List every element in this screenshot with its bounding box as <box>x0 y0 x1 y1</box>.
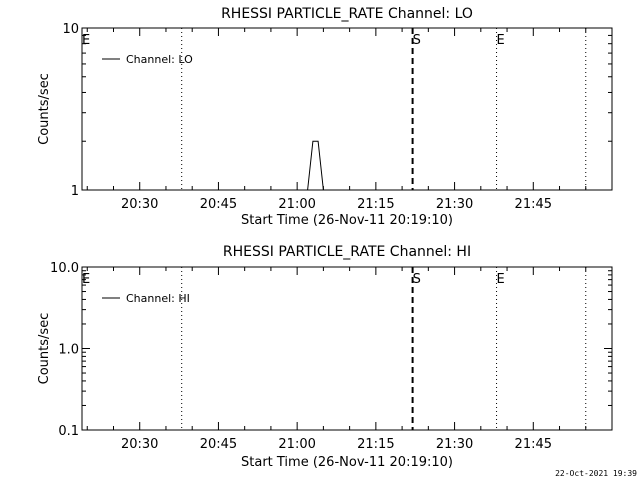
y-tick-label: 1 <box>71 184 79 199</box>
x-tick-label: 21:30 <box>436 437 473 452</box>
chart-panel-2: RHESSI PARTICLE_RATE Channel: HI 0.1 1.0 10… <box>37 244 613 470</box>
x-axis-label: Start Time (26-Nov-11 20:19:10) <box>241 213 453 228</box>
x-tick-label: 21:15 <box>357 197 394 212</box>
x-axis-label: Start Time (26-Nov-11 20:19:10) <box>241 455 453 470</box>
chart-title: RHESSI PARTICLE_RATE Channel: LO <box>221 6 473 22</box>
x-tick-label: 21:30 <box>436 197 473 212</box>
event-marker-label: S <box>413 33 421 48</box>
y-axis-label: Counts/sec <box>37 313 52 385</box>
x-tick-label: 20:45 <box>200 437 237 452</box>
chart-panel-1: RHESSI PARTICLE_RATE Channel: LO 1 10 20:30… <box>37 6 613 228</box>
x-tick-label: 21:45 <box>515 197 552 212</box>
y-tick-label: 1.0 <box>58 343 79 358</box>
y-tick-label: 10.0 <box>50 261 79 276</box>
x-tick-label: 21:00 <box>278 437 315 452</box>
legend-label: Channel: HI <box>126 292 190 305</box>
event-marker-label: E <box>82 33 90 48</box>
y-tick-label: 0.1 <box>58 424 79 439</box>
x-tick-label: 20:30 <box>121 197 158 212</box>
chart-title: RHESSI PARTICLE_RATE Channel: HI <box>223 244 471 260</box>
event-marker-label: S <box>413 272 421 287</box>
x-tick-label: 20:30 <box>121 437 158 452</box>
event-marker-label: E <box>497 33 505 48</box>
x-tick-label: 20:45 <box>200 197 237 212</box>
x-tick-label: 21:00 <box>278 197 315 212</box>
series-line <box>307 140 324 191</box>
event-marker-label: E <box>497 272 505 287</box>
x-tick-label: 21:15 <box>357 437 394 452</box>
x-tick-label: 21:45 <box>515 437 552 452</box>
legend-label: Channel: LO <box>126 53 193 66</box>
y-axis-label: Counts/sec <box>37 73 52 145</box>
y-tick-label: 10 <box>62 22 79 37</box>
event-marker-label: E <box>82 272 90 287</box>
generation-timestamp: 22-Oct-2021 19:39 <box>555 469 637 478</box>
